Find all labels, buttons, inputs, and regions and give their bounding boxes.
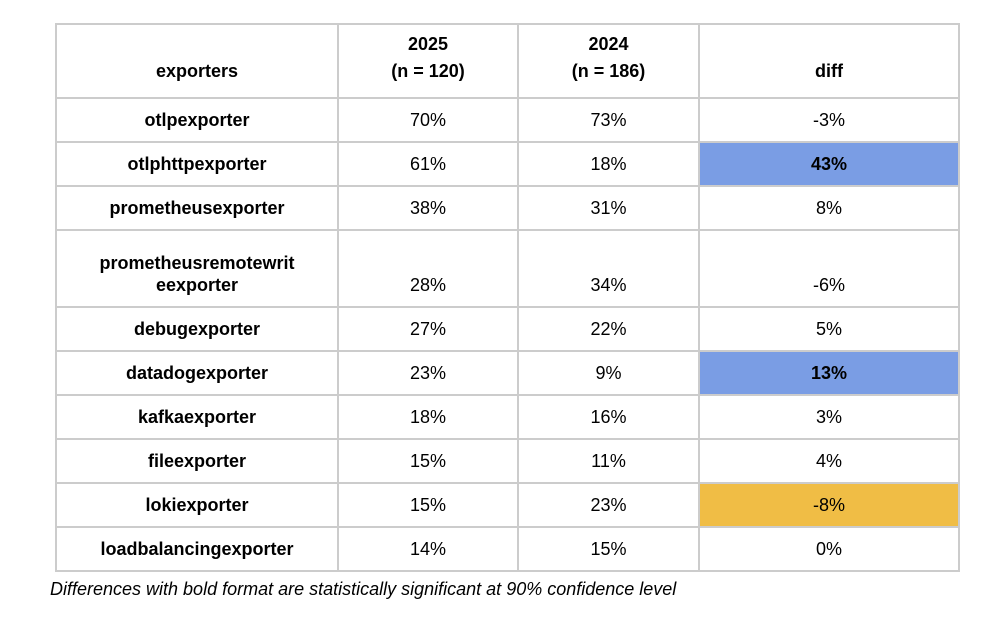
value-2025-cell: 70%: [337, 97, 519, 143]
diff-cell: -6%: [698, 229, 960, 308]
exporter-name-cell: fileexporter: [55, 438, 339, 484]
table-row: prometheusexporter 38% 31% 8%: [55, 185, 960, 231]
exporter-name-cell: loadbalancingexporter: [55, 526, 339, 572]
table-row: otlphttpexporter 61% 18% 43%: [55, 141, 960, 187]
value-2025-cell: 14%: [337, 526, 519, 572]
value-2025-cell: 23%: [337, 350, 519, 396]
exporter-name-cell: datadogexporter: [55, 350, 339, 396]
value-2025-cell: 15%: [337, 482, 519, 528]
col-header-diff: diff: [698, 23, 960, 99]
value-2024-cell: 73%: [517, 97, 700, 143]
col-header-2025-n: (n = 120): [391, 61, 465, 81]
value-2024-cell: 15%: [517, 526, 700, 572]
col-header-2024-n: (n = 186): [571, 61, 646, 81]
table-header: exporters 2025 (n = 120) 2024 (n = 186) …: [55, 23, 960, 99]
diff-cell: 13%: [698, 350, 960, 396]
header-row: exporters 2025 (n = 120) 2024 (n = 186) …: [55, 23, 960, 99]
value-2024-cell: 11%: [517, 438, 700, 484]
table-row: datadogexporter 23% 9% 13%: [55, 350, 960, 396]
value-2024-cell: 16%: [517, 394, 700, 440]
table-row: kafkaexporter 18% 16% 3%: [55, 394, 960, 440]
exporter-name-cell: prometheusremotewriteexporter: [55, 229, 339, 308]
table-row: prometheusremotewriteexporter 28% 34% -6%: [55, 229, 960, 308]
footnote: Differences with bold format are statist…: [50, 579, 677, 599]
value-2024-cell: 23%: [517, 482, 700, 528]
diff-cell: 43%: [698, 141, 960, 187]
value-2024-cell: 22%: [517, 306, 700, 352]
table-row: fileexporter 15% 11% 4%: [55, 438, 960, 484]
table-row: otlpexporter 70% 73% -3%: [55, 97, 960, 143]
exporter-name-cell: debugexporter: [55, 306, 339, 352]
col-header-exporters: exporters: [55, 23, 339, 99]
diff-cell: -3%: [698, 97, 960, 143]
col-header-2025: 2025 (n = 120): [337, 23, 519, 99]
diff-cell: -8%: [698, 482, 960, 528]
exporters-comparison-table: exporters 2025 (n = 120) 2024 (n = 186) …: [55, 23, 960, 572]
table-body: otlpexporter 70% 73% -3% otlphttpexporter 61%…: [55, 97, 960, 572]
diff-cell: 5%: [698, 306, 960, 352]
exporter-name-cell: lokiexporter: [55, 482, 339, 528]
exporter-name-cell: prometheusexporter: [55, 185, 339, 231]
col-header-2024-year: 2024: [588, 34, 629, 54]
value-2025-cell: 27%: [337, 306, 519, 352]
table-row: debugexporter 27% 22% 5%: [55, 306, 960, 352]
value-2025-cell: 15%: [337, 438, 519, 484]
value-2025-cell: 61%: [337, 141, 519, 187]
col-header-2025-year: 2025: [407, 34, 449, 54]
value-2024-cell: 31%: [517, 185, 700, 231]
value-2025-cell: 18%: [337, 394, 519, 440]
table-row: loadbalancingexporter 14% 15% 0%: [55, 526, 960, 572]
value-2024-cell: 34%: [517, 229, 700, 308]
value-2025-cell: 38%: [337, 185, 519, 231]
table-row: lokiexporter 15% 23% -8%: [55, 482, 960, 528]
value-2024-cell: 9%: [517, 350, 700, 396]
diff-cell: 4%: [698, 438, 960, 484]
col-header-2024: 2024 (n = 186): [517, 23, 700, 99]
value-2025-cell: 28%: [337, 229, 519, 308]
exporter-name-cell: otlphttpexporter: [55, 141, 339, 187]
diff-cell: 0%: [698, 526, 960, 572]
exporter-name-cell: otlpexporter: [55, 97, 339, 143]
exporter-name-cell: kafkaexporter: [55, 394, 339, 440]
diff-cell: 8%: [698, 185, 960, 231]
value-2024-cell: 18%: [517, 141, 700, 187]
diff-cell: 3%: [698, 394, 960, 440]
